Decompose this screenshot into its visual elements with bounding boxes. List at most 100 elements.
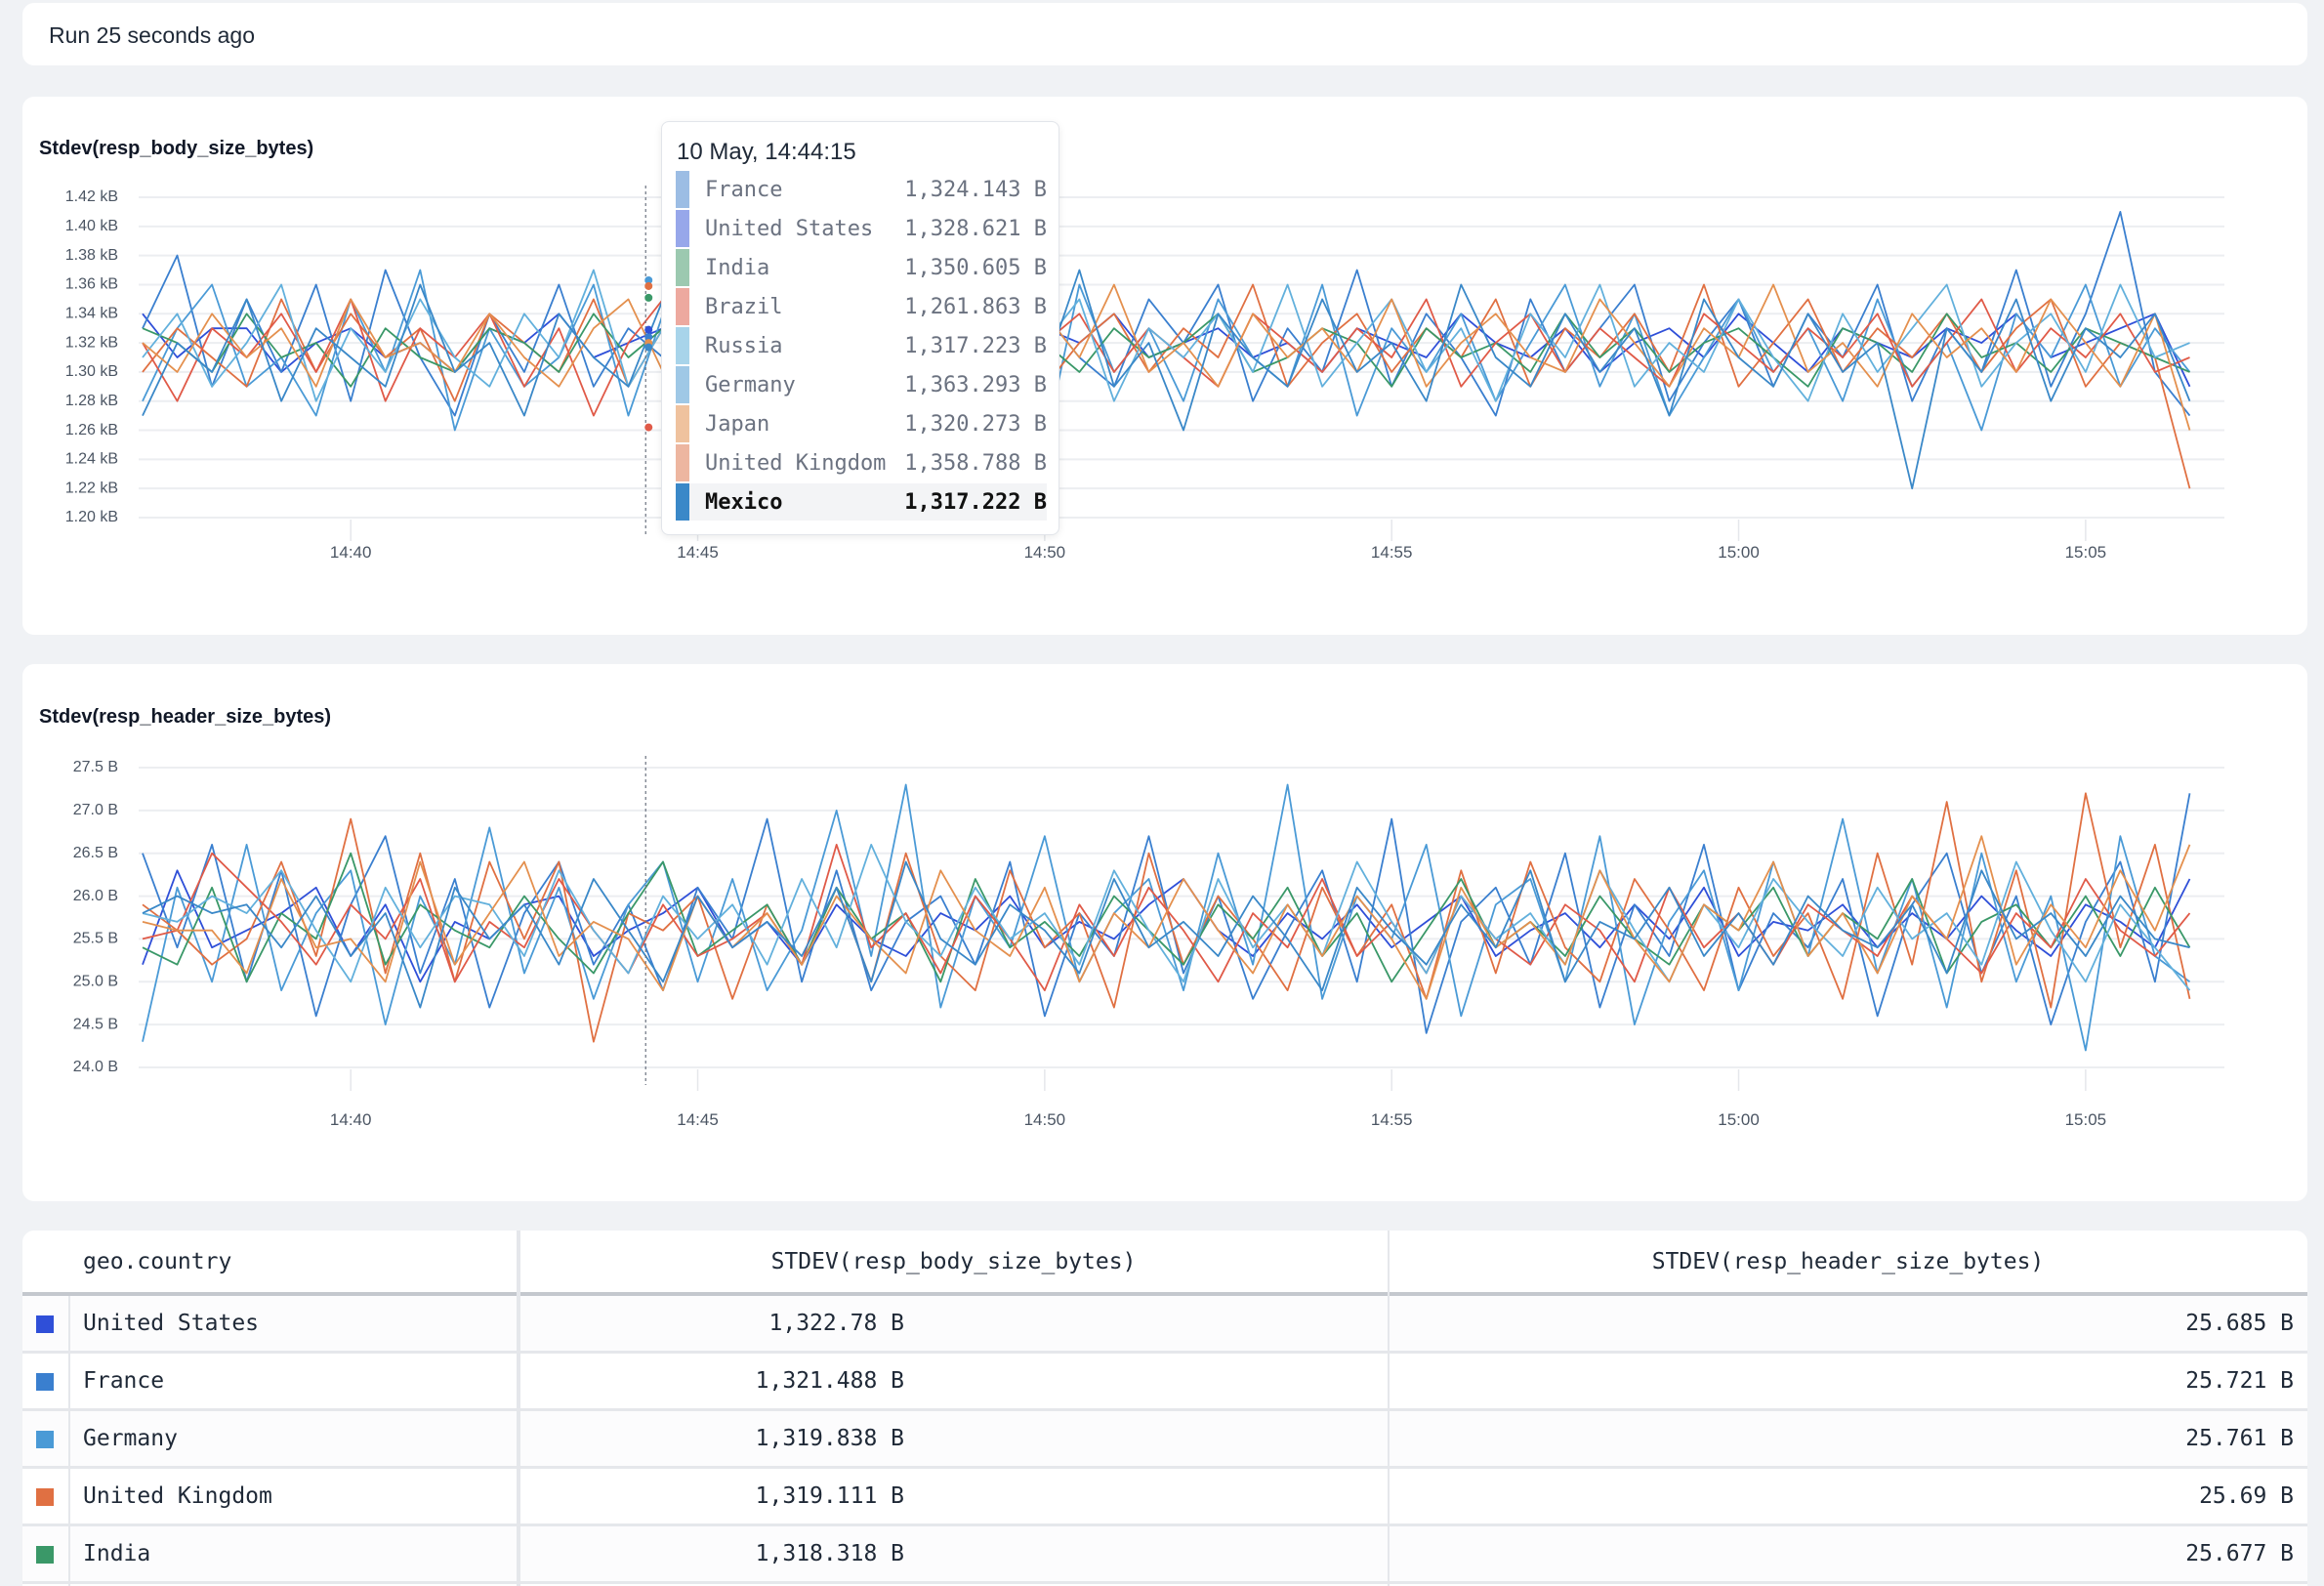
column-header-header-stdev[interactable]: STDEV(resp_header_size_bytes) bbox=[1651, 1249, 2045, 1274]
series-color-swatch bbox=[676, 405, 689, 442]
y-tick-label: 1.24 kB bbox=[65, 451, 118, 468]
x-tick-label: 14:45 bbox=[677, 1110, 719, 1129]
run-status-bar: Run 25 seconds ago bbox=[22, 3, 2307, 65]
body-stdev-cell: 1,318.318 B bbox=[755, 1541, 904, 1566]
tooltip-series-value: 1,350.605 B bbox=[904, 256, 1047, 280]
x-tick-label: 14:40 bbox=[330, 543, 372, 562]
body-stdev-cell: 1,319.111 B bbox=[755, 1483, 904, 1509]
column-header-country[interactable]: geo.country bbox=[83, 1249, 232, 1274]
y-tick-label: 1.36 kB bbox=[65, 276, 118, 293]
series-line-france bbox=[142, 793, 2191, 1034]
y-tick-label: 1.38 kB bbox=[65, 247, 118, 264]
x-tick-label: 14:50 bbox=[1024, 543, 1066, 562]
chart-tooltip: 10 May, 14:44:15 France 1,324.143 B Unit… bbox=[661, 121, 1059, 535]
country-cell: United Kingdom bbox=[83, 1483, 272, 1509]
x-tick-label: 15:00 bbox=[1718, 543, 1760, 562]
series-color-swatch bbox=[676, 444, 689, 481]
tooltip-series-value: 1,324.143 B bbox=[904, 178, 1047, 202]
y-tick-label: 1.20 kB bbox=[65, 509, 118, 525]
series-line-russia bbox=[142, 269, 2190, 402]
series-line-united-kingdom bbox=[142, 792, 2191, 1043]
header-size-line-chart[interactable]: 27.5 B 27.0 B 26.5 B 26.0 B 25.5 B 25.0 B 24.5… bbox=[0, 0, 2324, 1172]
y-tick-label: 26.5 B bbox=[73, 845, 118, 861]
country-cell: France bbox=[83, 1368, 165, 1394]
y-tick-label: 1.40 kB bbox=[65, 218, 118, 234]
tooltip-series-value: 1,317.222 B bbox=[904, 490, 1047, 515]
header-stdev-cell: 25.761 B bbox=[2185, 1426, 2294, 1451]
header-stdev-cell: 25.721 B bbox=[2185, 1368, 2294, 1394]
column-divider[interactable] bbox=[517, 1231, 520, 1586]
x-tick-label: 15:05 bbox=[2065, 543, 2107, 562]
series-line-france bbox=[142, 210, 2191, 417]
body-stdev-cell: 1,322.78 B bbox=[768, 1311, 904, 1336]
series-line-russia bbox=[142, 844, 2191, 991]
series-color-swatch bbox=[36, 1431, 54, 1448]
tooltip-row: Brazil 1,261.863 B bbox=[676, 288, 1047, 325]
results-table: geo.country STDEV(resp_body_size_bytes) … bbox=[22, 1231, 2307, 1586]
series-line-japan bbox=[142, 835, 2191, 1000]
series-color-swatch bbox=[676, 288, 689, 325]
tooltip-series-name: Brazil bbox=[705, 295, 783, 319]
tooltip-row: Mexico 1,317.222 B bbox=[676, 483, 1047, 521]
tooltip-row: France 1,324.143 B bbox=[676, 171, 1047, 208]
series-color-swatch bbox=[676, 249, 689, 286]
series-line-mexico bbox=[142, 860, 2190, 1009]
tooltip-series-value: 1,317.223 B bbox=[904, 334, 1047, 358]
body-size-chart-panel: Stdev(resp_body_size_bytes) bbox=[22, 97, 2307, 635]
series-line-united-states bbox=[142, 869, 2191, 983]
country-cell: Germany bbox=[83, 1426, 178, 1451]
x-tick-label: 14:40 bbox=[330, 1110, 372, 1129]
run-status-text: Run 25 seconds ago bbox=[49, 22, 255, 48]
hover-point bbox=[644, 343, 653, 352]
series-line-germany bbox=[142, 783, 2191, 1052]
body-stdev-cell: 1,319.838 B bbox=[755, 1426, 904, 1451]
hover-point bbox=[644, 423, 653, 432]
table-row[interactable]: India 1,318.318 B 25.677 B bbox=[22, 1526, 2307, 1584]
tooltip-series-name: Germany bbox=[705, 373, 796, 397]
country-cell: United States bbox=[83, 1311, 260, 1336]
x-tick-label: 15:00 bbox=[1718, 1110, 1760, 1129]
column-header-body-stdev[interactable]: STDEV(resp_body_size_bytes) bbox=[770, 1249, 1137, 1274]
tooltip-row: Russia 1,317.223 B bbox=[676, 327, 1047, 364]
hover-point bbox=[644, 281, 653, 290]
tooltip-row: India 1,350.605 B bbox=[676, 249, 1047, 286]
tooltip-series-value: 1,320.273 B bbox=[904, 412, 1047, 437]
country-cell: India bbox=[83, 1541, 151, 1566]
series-line-india bbox=[142, 313, 2190, 388]
hover-point bbox=[644, 293, 653, 302]
series-line-mexico bbox=[142, 269, 2191, 490]
series-color-swatch bbox=[36, 1373, 54, 1391]
table-row[interactable]: France 1,321.488 B 25.721 B bbox=[22, 1354, 2307, 1411]
y-tick-label: 27.5 B bbox=[73, 759, 118, 775]
x-tick-label: 14:45 bbox=[677, 543, 719, 562]
hover-point bbox=[644, 333, 653, 342]
table-row[interactable]: United States 1,322.78 B 25.685 B bbox=[22, 1296, 2307, 1354]
tooltip-row: United Kingdom 1,358.788 B bbox=[676, 444, 1047, 481]
tooltip-row: Germany 1,363.293 B bbox=[676, 366, 1047, 403]
column-divider[interactable] bbox=[1388, 1231, 1390, 1586]
header-stdev-cell: 25.677 B bbox=[2185, 1541, 2294, 1566]
series-color-swatch bbox=[676, 483, 689, 521]
body-size-line-chart[interactable]: 1.42 kB 1.40 kB 1.38 kB 1.36 kB 1.34 kB 1.32 … bbox=[0, 0, 2324, 1172]
tooltip-series-name: India bbox=[705, 256, 770, 280]
y-tick-label: 24.5 B bbox=[73, 1016, 118, 1032]
y-tick-label: 1.22 kB bbox=[65, 480, 118, 496]
series-line-japan bbox=[142, 283, 2191, 431]
series-color-swatch bbox=[36, 1546, 54, 1564]
tooltip-series-name: United States bbox=[705, 217, 874, 241]
body-stdev-cell: 1,321.488 B bbox=[755, 1368, 904, 1394]
table-row[interactable]: United Kingdom 1,319.111 B 25.69 B bbox=[22, 1469, 2307, 1526]
y-tick-label: 1.28 kB bbox=[65, 393, 118, 409]
tooltip-series-name: Mexico bbox=[705, 490, 783, 515]
series-color-swatch bbox=[36, 1488, 54, 1506]
tooltip-series-value: 1,261.863 B bbox=[904, 295, 1047, 319]
y-tick-label: 1.32 kB bbox=[65, 334, 118, 351]
table-row[interactable]: Germany 1,319.838 B 25.761 B bbox=[22, 1411, 2307, 1469]
y-tick-label: 1.34 kB bbox=[65, 305, 118, 321]
chart-title: Stdev(resp_header_size_bytes) bbox=[39, 706, 332, 728]
header-stdev-cell: 25.69 B bbox=[2199, 1483, 2294, 1509]
hover-point bbox=[644, 325, 653, 334]
header-divider bbox=[22, 1292, 2307, 1296]
tooltip-series-value: 1,328.621 B bbox=[904, 217, 1047, 241]
series-line-germany bbox=[142, 269, 2191, 446]
